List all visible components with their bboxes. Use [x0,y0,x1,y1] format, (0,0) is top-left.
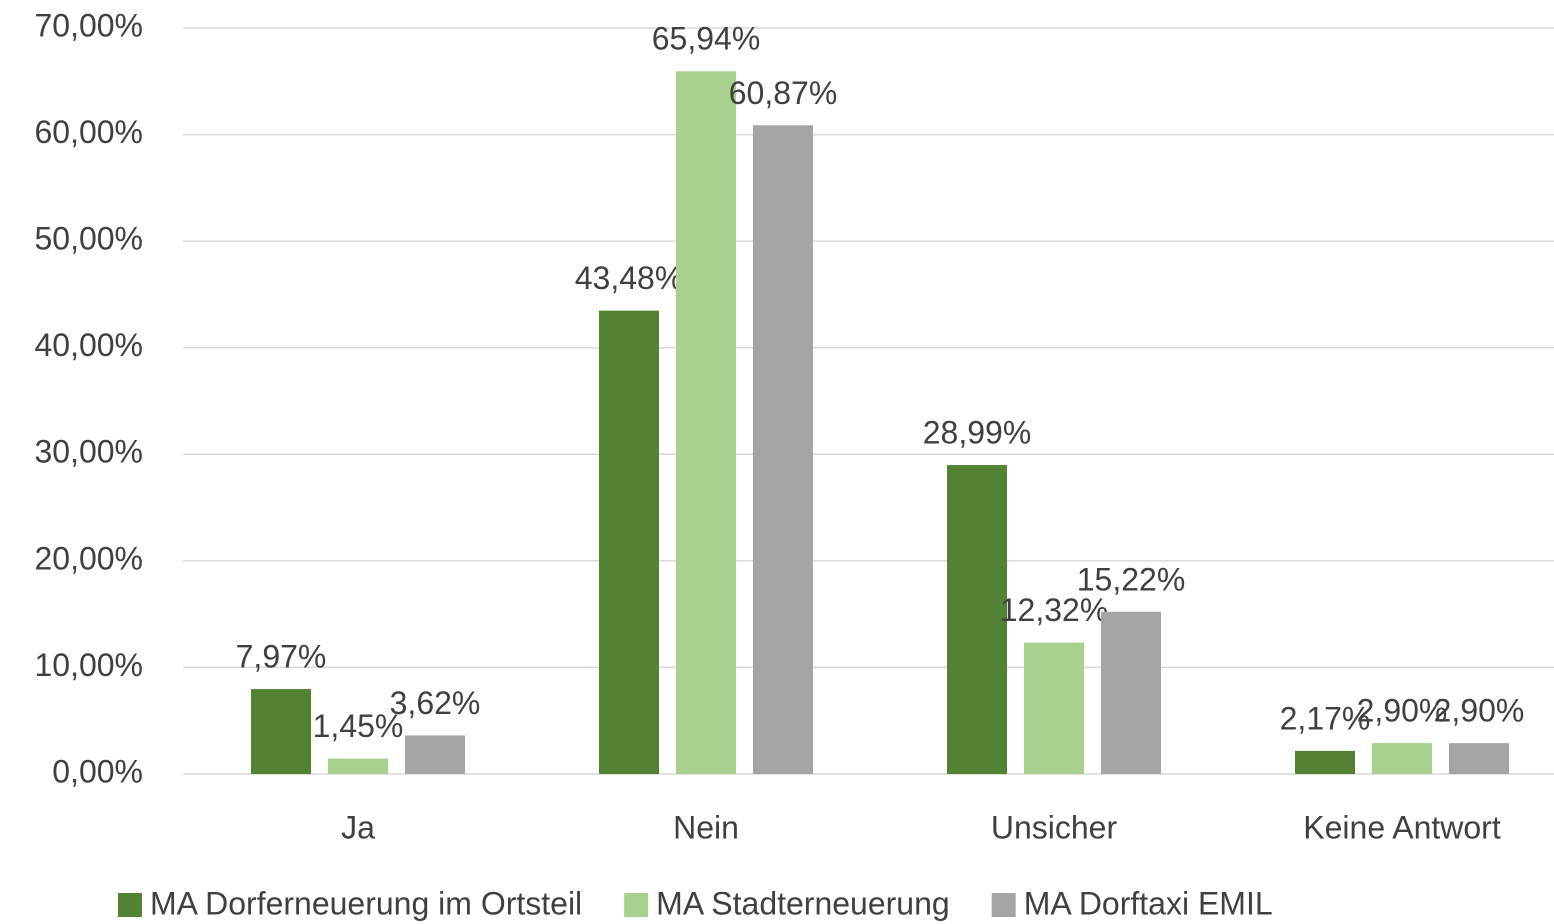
legend-swatch [118,893,142,917]
bar [1024,642,1084,774]
legend-swatch [624,893,649,917]
bar [676,71,736,774]
data-label: 1,45% [313,708,404,744]
y-tick-label: 40,00% [34,327,143,363]
y-tick-label: 50,00% [34,221,143,257]
x-tick-label: Keine Antwort [1303,809,1501,845]
bar [1449,743,1509,774]
data-label: 28,99% [923,415,1032,451]
x-tick-label: Ja [341,809,375,845]
bar [251,689,311,774]
data-label: 15,22% [1077,561,1186,597]
bar [405,735,465,774]
data-label: 43,48% [575,260,684,296]
bar [1101,611,1161,774]
data-label: 12,32% [1000,592,1109,628]
data-label: 2,17% [1280,700,1371,736]
bar [328,758,388,774]
data-label: 60,87% [729,75,838,111]
y-tick-label: 70,00% [34,7,143,43]
legend-label: MA Dorftaxi EMIL [1024,885,1273,921]
y-tick-label: 30,00% [34,434,143,470]
legend-label: MA Dorferneuerung im Ortsteil [150,885,582,921]
x-tick-label: Nein [673,809,739,845]
data-label: 2,90% [1434,693,1525,729]
bar [947,465,1007,774]
data-label: 2,90% [1357,693,1448,729]
y-tick-label: 20,00% [34,540,143,576]
bar [1295,750,1355,774]
legend-label: MA Stadterneuerung [656,885,950,921]
y-tick-label: 10,00% [34,647,143,683]
bar [1372,743,1432,774]
y-tick-label: 0,00% [52,753,143,789]
bar [599,310,659,774]
data-label: 65,94% [652,21,761,57]
x-tick-label: Unsicher [991,809,1118,845]
bar [753,125,813,775]
legend-swatch [991,893,1016,917]
data-label: 7,97% [236,639,327,675]
y-tick-label: 60,00% [34,114,143,150]
data-label: 3,62% [390,685,481,721]
